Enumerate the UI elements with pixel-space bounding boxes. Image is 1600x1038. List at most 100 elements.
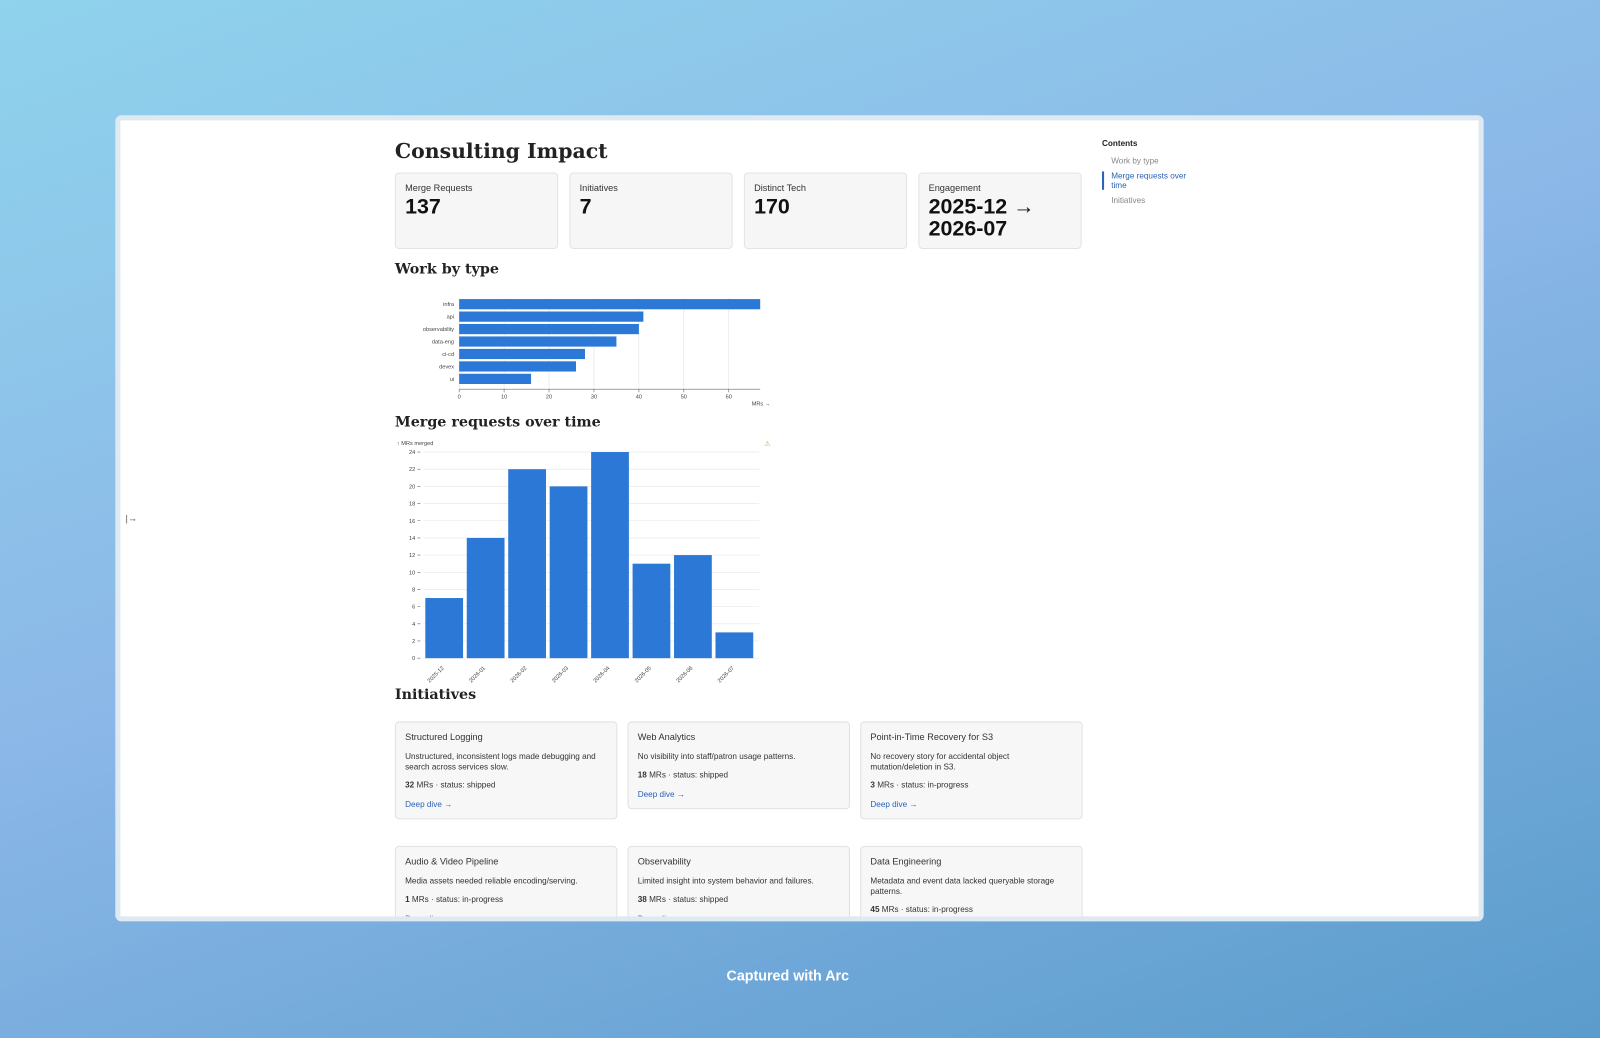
stat-label: Engagement bbox=[928, 182, 981, 193]
stat-value: 7 bbox=[579, 194, 592, 219]
card-mrs: 38 bbox=[637, 894, 647, 905]
y-tick-label: 22 bbox=[409, 467, 415, 473]
bar bbox=[715, 632, 754, 659]
bar bbox=[459, 299, 761, 310]
section-title: Work by type bbox=[394, 261, 499, 278]
y-tick-label: 12 bbox=[409, 553, 415, 559]
y-tick-label: api bbox=[447, 315, 455, 321]
card-status: MRs · status: shipped bbox=[649, 894, 729, 905]
chart: ↑ MRs merged ⚠0246810121416182022242025-1… bbox=[397, 440, 771, 685]
card-link[interactable]: Deep dive → bbox=[638, 914, 840, 916]
bar bbox=[459, 311, 644, 322]
card-status: MRs · status: shipped bbox=[649, 770, 729, 780]
card-meta: 45 MRs · status: in-progress bbox=[870, 905, 1072, 914]
y-tick-label: 16 bbox=[409, 519, 415, 525]
y-tick-label: 24 bbox=[409, 450, 415, 456]
y-tick-label: ui bbox=[450, 377, 454, 383]
stat-value: 2025-12 → 2026-07 bbox=[928, 194, 1035, 241]
card-mrs: 45 bbox=[870, 905, 880, 915]
bar bbox=[459, 336, 617, 347]
bar bbox=[425, 598, 464, 659]
y-tick-label: observability bbox=[423, 327, 454, 333]
bar bbox=[459, 323, 639, 335]
card-title: Structured Logging bbox=[405, 731, 483, 742]
y-axis-label: ↑ MRs merged bbox=[397, 441, 433, 447]
bar bbox=[459, 361, 576, 372]
card-mrs: 18 bbox=[637, 770, 647, 780]
card-meta: 38 MRs · status: shipped bbox=[638, 895, 840, 904]
browser-frame: |→ Consulting Impact Merge Requests 137 In… bbox=[115, 115, 1484, 922]
x-tick-label: 30 bbox=[591, 394, 597, 400]
page-title: Consulting Impact bbox=[394, 138, 608, 164]
y-tick-label: 2 bbox=[412, 639, 415, 645]
x-tick-label: 20 bbox=[546, 394, 552, 400]
card-link[interactable]: Deep dive → bbox=[405, 799, 453, 810]
stat-label: Initiatives bbox=[579, 182, 618, 193]
stat-card: Initiatives 7 bbox=[569, 172, 733, 249]
bar bbox=[549, 486, 588, 659]
x-tick-label: 0 bbox=[458, 394, 461, 400]
x-tick-label: 2026-07 bbox=[717, 666, 736, 685]
bar bbox=[459, 373, 532, 384]
footer: Captured with Arc bbox=[726, 967, 850, 984]
card-description: Metadata and event data lacked queryable… bbox=[870, 876, 1055, 896]
y-tick-label: devex bbox=[439, 364, 454, 370]
initiative-card: Audio & Video Pipeline Media assets neede… bbox=[394, 845, 618, 917]
x-tick-label: 2026-04 bbox=[593, 666, 612, 685]
stat-value: 137 bbox=[405, 194, 441, 219]
bar bbox=[459, 348, 585, 360]
bar bbox=[632, 563, 671, 659]
warning-icon: ⚠ bbox=[764, 440, 770, 448]
section-title: Merge requests over time bbox=[394, 414, 601, 431]
y-tick-label: 4 bbox=[412, 622, 415, 628]
x-tick-label: 40 bbox=[636, 394, 642, 400]
stat-value: 170 bbox=[754, 194, 790, 219]
y-tick-label: 6 bbox=[412, 605, 415, 611]
toc-item[interactable]: Initiatives bbox=[1111, 195, 1146, 206]
card-title: Data Engineering bbox=[870, 856, 942, 867]
y-tick-label: 14 bbox=[409, 536, 415, 542]
card-link[interactable]: Deep dive → bbox=[405, 914, 607, 916]
x-tick-label: 2026-03 bbox=[551, 666, 570, 685]
card-description: Limited insight into system behavior and… bbox=[637, 876, 814, 886]
bar bbox=[466, 537, 505, 659]
sidebar-toggle[interactable]: |→ bbox=[125, 513, 138, 524]
toc: Contents Work by type Merge requests over … bbox=[1102, 139, 1198, 211]
card-status: MRs · status: in-progress bbox=[411, 894, 504, 905]
initiative-card: Data Engineering Metadata and event data … bbox=[860, 845, 1083, 917]
toc-item[interactable]: Work by type bbox=[1111, 156, 1159, 166]
card-mrs: 3 bbox=[870, 780, 875, 790]
y-tick-label: 20 bbox=[409, 484, 415, 490]
x-tick-label: 60 bbox=[726, 394, 732, 400]
stat-card: Distinct Tech 170 bbox=[743, 172, 908, 249]
y-tick-label: 18 bbox=[409, 502, 415, 508]
card-title: Web Analytics bbox=[637, 731, 696, 742]
initiative-card: Observability Limited insight into system… bbox=[627, 845, 850, 917]
card-meta: 32 MRs · status: shipped bbox=[405, 781, 607, 790]
card-meta: 3 MRs · status: in-progress bbox=[870, 781, 1072, 790]
stat-label: Merge Requests bbox=[405, 182, 473, 193]
y-tick-label: infra bbox=[443, 302, 455, 308]
card-description: Unstructured, inconsistent logs made deb… bbox=[405, 752, 596, 772]
window: |→ Consulting Impact Merge Requests 137 In… bbox=[120, 120, 1479, 917]
x-axis-label: MRs → bbox=[752, 402, 771, 408]
card-link[interactable]: Deep dive → bbox=[870, 799, 918, 810]
card-description: Media assets needed reliable encoding/se… bbox=[405, 876, 578, 886]
y-tick-label: 8 bbox=[412, 587, 415, 593]
card-status: MRs · status: in-progress bbox=[877, 780, 969, 790]
card-title: Point-in-Time Recovery for S3 bbox=[870, 731, 994, 742]
x-tick-label: 2026-01 bbox=[468, 666, 487, 685]
card-link[interactable]: Deep dive → bbox=[637, 789, 685, 799]
y-tick-label: 10 bbox=[409, 570, 415, 576]
card-title: Audio & Video Pipeline bbox=[405, 856, 499, 867]
toc-item[interactable]: Merge requests over time bbox=[1102, 171, 1198, 190]
x-tick-label: 2026-02 bbox=[510, 666, 529, 685]
y-tick-label: data-eng bbox=[432, 340, 454, 346]
x-tick-label: 2025-12 bbox=[427, 666, 446, 685]
card-status: MRs · status: shipped bbox=[416, 780, 496, 790]
stat-card: Merge Requests 137 bbox=[394, 172, 559, 249]
card-mrs: 32 bbox=[405, 780, 415, 790]
bar bbox=[591, 452, 629, 659]
